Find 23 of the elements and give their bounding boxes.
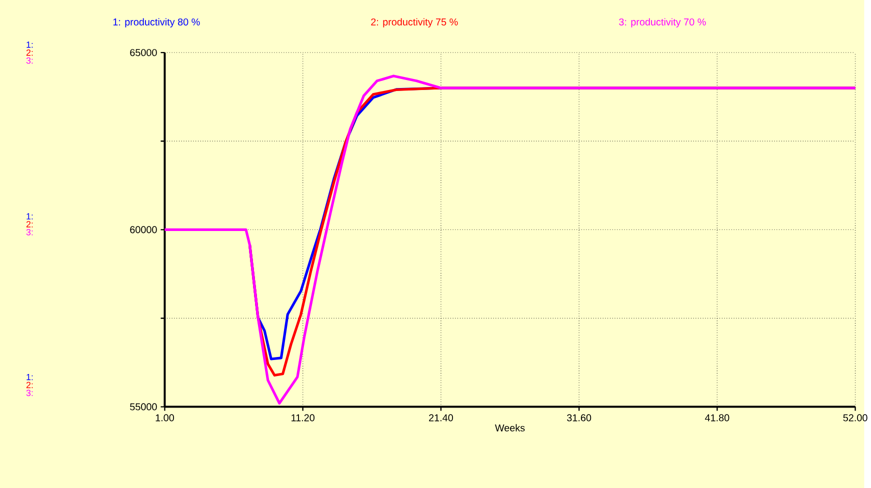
x-tick-label: 1.00 (156, 414, 174, 422)
y-tick-label: 60000 (130, 226, 157, 234)
x-axis-title: Weeks (494, 424, 525, 432)
text: 3: (26, 390, 33, 396)
y-tick-label: 55000 (130, 403, 157, 410)
text: 1: (26, 374, 33, 380)
text: 3: (26, 57, 33, 64)
text: 2: (26, 382, 33, 388)
y-tick-label: 65000 (130, 48, 157, 56)
text: 2: productivity 75 % (371, 18, 458, 28)
text: 1: (26, 41, 33, 48)
x-tick-label: 41.80 (704, 414, 730, 422)
text: 2: (26, 49, 33, 56)
x-tick-label: 11.20 (292, 414, 314, 422)
text: 2: (26, 221, 33, 228)
line-series (163, 74, 857, 404)
x-tick-label: 52.00 (843, 414, 868, 422)
text: 1: productivity 80 % (113, 18, 200, 28)
text: 3: productivity 70 % (619, 18, 706, 28)
x-tick-label: 31.60 (567, 414, 592, 422)
x-tick-label: 21.40 (429, 414, 453, 422)
text: 3: (26, 228, 33, 236)
text: 1: (26, 213, 33, 220)
